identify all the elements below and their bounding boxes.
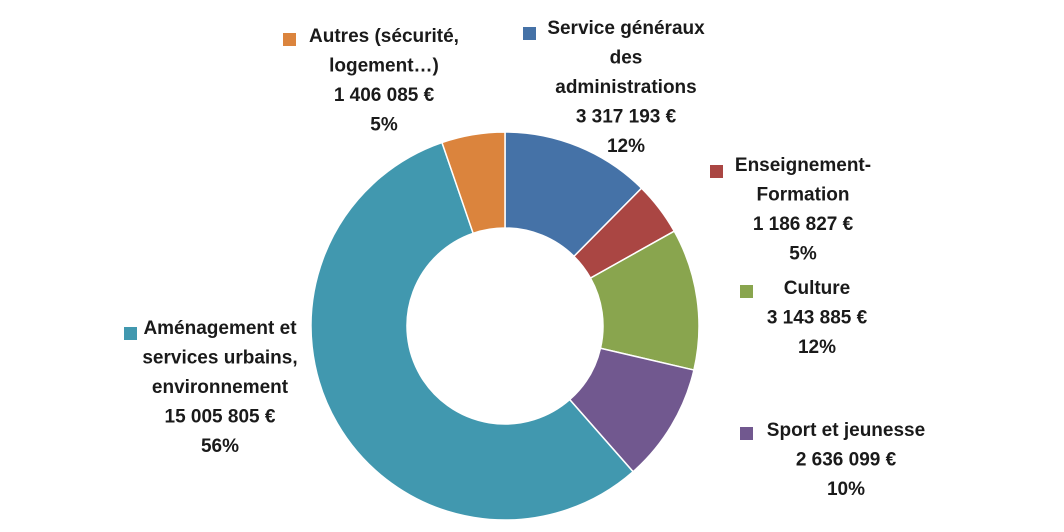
label-line-services-1: des [610, 48, 643, 69]
percent-sport: 10% [827, 479, 865, 500]
slice-amenagement [310, 141, 635, 521]
label-services: Service généraux des administrations 3 317 … [523, 18, 705, 157]
percent-culture: 12% [798, 337, 836, 358]
label-line-services-2: administrations [555, 77, 696, 98]
amount-sport: 2 636 099 € [796, 450, 897, 471]
legend-marker-sport [740, 427, 753, 440]
label-amenagement: Aménagement et services urbains, environne… [124, 318, 298, 457]
label-line-culture-0: Culture [784, 278, 851, 299]
amount-amenagement: 15 005 805 € [165, 407, 276, 428]
slice-autres [441, 131, 506, 235]
label-sport: Sport et jeunesse 2 636 099 € 10% [740, 420, 925, 500]
slice-labels: Service généraux des administrations 3 317 … [124, 18, 925, 500]
label-culture: Culture 3 143 885 € 12% [740, 278, 868, 358]
donut-slices [310, 131, 700, 521]
label-line-autres-1: logement…) [329, 56, 439, 77]
percent-amenagement: 56% [201, 436, 239, 457]
label-line-amenagement-1: services urbains, [142, 348, 297, 369]
label-enseignement: Enseignement- Formation 1 186 827 € 5% [710, 155, 871, 265]
percent-autres: 5% [370, 115, 398, 136]
amount-autres: 1 406 085 € [334, 85, 435, 106]
label-autres: Autres (sécurité, logement…) 1 406 085 € 5% [283, 26, 459, 136]
legend-marker-autres [283, 33, 296, 46]
percent-services: 12% [607, 136, 645, 157]
amount-services: 3 317 193 € [576, 107, 677, 128]
legend-marker-culture [740, 285, 753, 298]
legend-marker-enseignement [710, 165, 723, 178]
legend-marker-services [523, 27, 536, 40]
percent-enseignement: 5% [789, 244, 817, 265]
label-line-enseignement-1: Formation [757, 185, 850, 206]
label-line-enseignement-0: Enseignement- [735, 155, 871, 176]
label-line-services-0: Service généraux [547, 18, 705, 39]
amount-culture: 3 143 885 € [767, 308, 868, 329]
amount-enseignement: 1 186 827 € [753, 214, 854, 235]
label-line-sport-0: Sport et jeunesse [767, 420, 925, 441]
label-line-autres-0: Autres (sécurité, [309, 26, 459, 47]
legend-marker-amenagement [124, 327, 137, 340]
label-line-amenagement-2: environnement [152, 377, 289, 398]
label-line-amenagement-0: Aménagement et [143, 318, 297, 339]
